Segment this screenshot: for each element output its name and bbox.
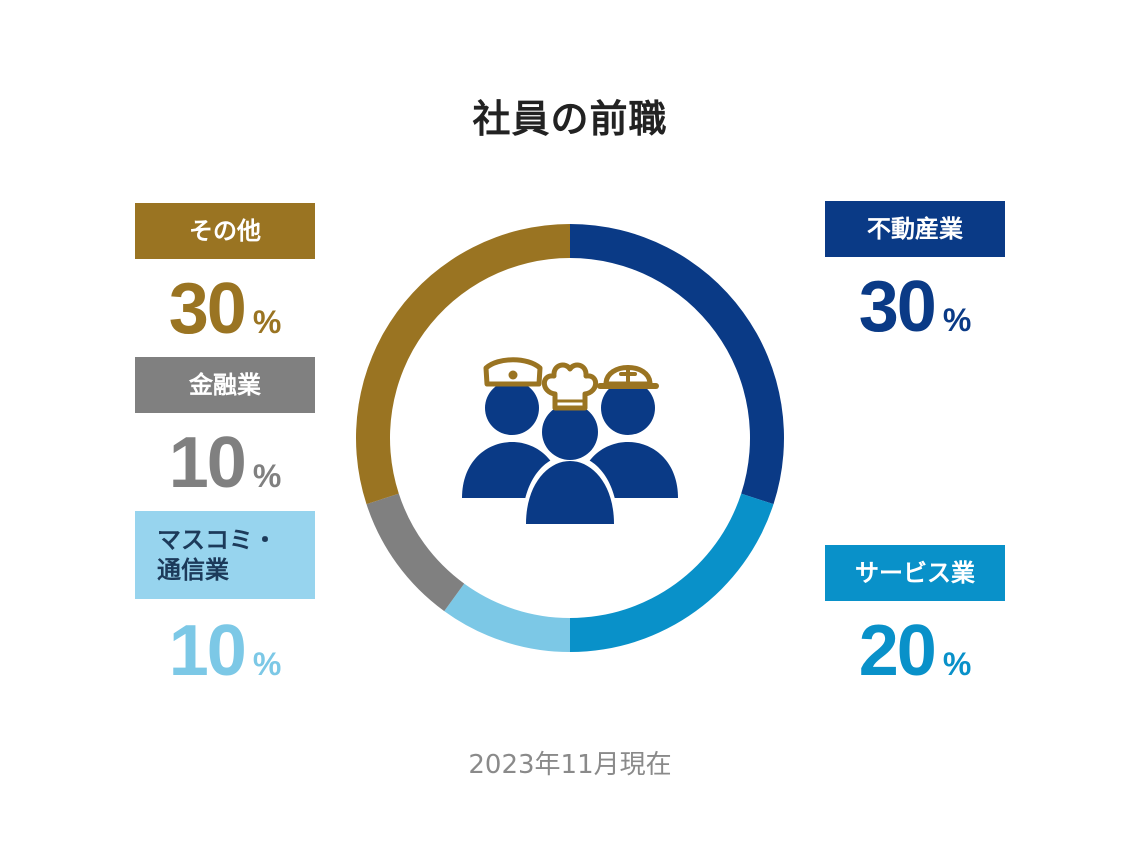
donut-segment-service (570, 493, 774, 652)
value-other-unit: % (252, 304, 282, 340)
person-center-icon (522, 362, 618, 526)
legend-finance: 金融業 (135, 357, 315, 413)
legend-real-estate-label: 不動産業 (867, 215, 963, 243)
value-service-unit: % (942, 646, 972, 682)
legend-media-label-line2: 通信業 (157, 556, 229, 584)
legend-real-estate: 不動産業 (825, 201, 1005, 257)
donut-segment-finance (366, 493, 465, 612)
value-other-number: 30 (168, 269, 247, 349)
chart-title: 社員の前職 (472, 97, 668, 141)
value-other: 30% (135, 268, 315, 350)
legend-other-label: その他 (189, 217, 261, 245)
value-media-number: 10 (168, 611, 247, 691)
value-service: 20% (825, 610, 1005, 692)
value-media-unit: % (252, 646, 282, 682)
legend-service: サービス業 (825, 545, 1005, 601)
legend-finance-label: 金融業 (189, 371, 261, 399)
value-finance: 10% (135, 422, 315, 504)
value-finance-number: 10 (168, 423, 247, 503)
legend-other: その他 (135, 203, 315, 259)
donut-segments (355, 224, 784, 652)
legend-media-label-line1: マスコミ・ (157, 526, 277, 554)
value-service-number: 20 (858, 611, 937, 691)
donut-segment-real-estate (570, 224, 784, 505)
value-finance-unit: % (252, 458, 282, 494)
value-media: 10% (135, 610, 315, 692)
value-real-estate: 30% (825, 266, 1005, 348)
value-real-estate-number: 30 (858, 267, 937, 347)
donut-segment-other (355, 224, 570, 505)
date-note: 2023年11月現在 (468, 750, 672, 780)
legend-service-label: サービス業 (855, 559, 975, 587)
person-right-icon (578, 365, 678, 498)
value-real-estate-unit: % (942, 302, 972, 338)
donut-segment-media (444, 583, 570, 652)
workers-group-icon (462, 357, 678, 526)
legend-media: マスコミ・ 通信業 (135, 511, 315, 599)
